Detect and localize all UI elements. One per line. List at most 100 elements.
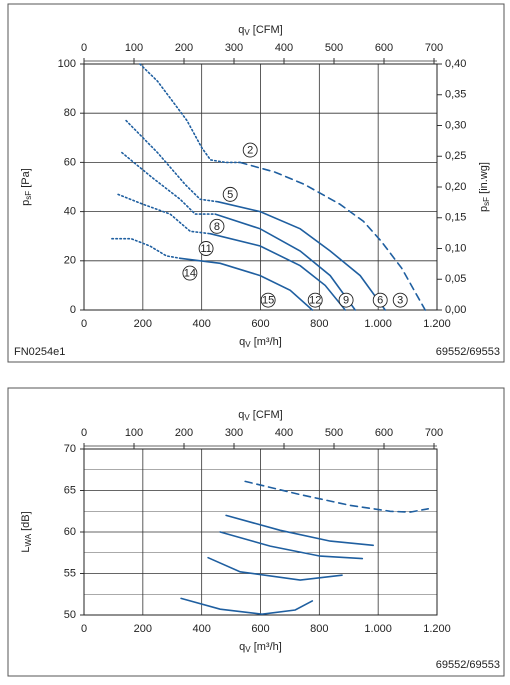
x2-tick-label: 500: [325, 42, 343, 54]
x2-tick-label: 600: [375, 427, 393, 439]
x2-tick-label: 400: [275, 427, 293, 439]
y-tick-label: 60: [64, 526, 76, 538]
x2-tick-label: 100: [125, 427, 143, 439]
y-tick-label: 100: [58, 58, 76, 70]
footer-code: 69552/69553: [436, 346, 500, 358]
annotation: 9: [343, 295, 349, 307]
footer-code: FN0254e1: [14, 346, 65, 358]
label-sub: V: [244, 413, 250, 422]
x-tick-label: 400: [192, 318, 210, 330]
x-tick-label: 1.000: [364, 318, 392, 330]
x2-tick-label: 300: [225, 42, 243, 54]
x-tick-label: 600: [251, 318, 269, 330]
label-sub: V: [245, 645, 251, 654]
y-tick-label: 40: [64, 206, 76, 218]
label-unit: [CFM]: [250, 409, 283, 421]
x-tick-label: 0: [81, 318, 87, 330]
x2-tick-label: 600: [375, 42, 393, 54]
y-tick-label: 70: [64, 443, 76, 455]
curve: [121, 151, 216, 215]
label-unit: [dB]: [20, 511, 32, 534]
curve: [209, 232, 346, 311]
y2-axis-label: psF [in.wg]: [478, 162, 491, 212]
x2-tick-label: 200: [175, 42, 193, 54]
curve: [217, 201, 386, 311]
plot-frame: [83, 448, 438, 616]
annotation: 8: [214, 221, 220, 233]
x-tick-label: 400: [192, 623, 210, 635]
label-main: p: [20, 200, 32, 206]
label-unit: [m³/h]: [251, 336, 282, 348]
panel-frame: [7, 387, 505, 677]
plot-frame: [83, 63, 438, 311]
annotation: 3: [397, 295, 403, 307]
label-sub: sF: [482, 197, 491, 206]
curve: [214, 213, 356, 311]
annotation-circle: [182, 265, 198, 281]
label-main: L: [20, 547, 32, 553]
y-axis-label: LWA [dB]: [20, 511, 33, 552]
curve: [244, 480, 429, 513]
label-sub: V: [244, 28, 250, 37]
curve: [125, 119, 219, 203]
x2-tick-label: 500: [325, 427, 343, 439]
y2-tick-label: 0,20: [445, 181, 466, 193]
label-sub: WA: [24, 533, 33, 546]
label-main: q: [238, 409, 244, 421]
label-unit: [m³/h]: [251, 641, 282, 653]
label-main: p: [478, 206, 490, 212]
annotation-circle: [260, 292, 276, 308]
annotation-circle: [209, 218, 225, 234]
annotation: 2: [247, 145, 253, 157]
label-main: q: [238, 24, 244, 36]
x-tick-label: 1.200: [423, 318, 451, 330]
annotation-circle: [242, 142, 258, 158]
y2-tick-label: 0,00: [445, 304, 466, 316]
label-unit: [CFM]: [250, 24, 283, 36]
panel-frame: [7, 3, 505, 363]
y2-tick-label: 0,25: [445, 150, 466, 162]
x2-axis-label: qV [CFM]: [238, 409, 282, 422]
curve: [219, 531, 364, 560]
annotation: 5: [227, 189, 233, 201]
curve: [239, 161, 426, 311]
y-tick-label: 55: [64, 567, 76, 579]
x-axis-label: qV [m³/h]: [239, 336, 282, 349]
y-tick-label: 80: [64, 107, 76, 119]
x-axis-label: qV [m³/h]: [239, 641, 282, 654]
x-tick-label: 200: [134, 318, 152, 330]
x-tick-label: 1.000: [364, 623, 392, 635]
annotation-circle: [372, 292, 388, 308]
y2-tick-label: 0,15: [445, 212, 466, 224]
x2-tick-label: 0: [81, 42, 87, 54]
x-tick-label: 800: [310, 318, 328, 330]
annotation-circle: [307, 292, 323, 308]
x2-tick-label: 300: [225, 427, 243, 439]
y-tick-label: 50: [64, 609, 76, 621]
label-sub: V: [245, 340, 251, 349]
x2-tick-label: 100: [125, 42, 143, 54]
annotation-circle: [338, 292, 354, 308]
label-sub: sF: [24, 191, 33, 200]
x2-tick-label: 700: [425, 42, 443, 54]
x-tick-label: 200: [134, 623, 152, 635]
x-tick-label: 600: [251, 623, 269, 635]
y2-tick-label: 0,05: [445, 273, 466, 285]
y-tick-label: 20: [64, 255, 76, 267]
x2-axis-label: qV [CFM]: [238, 24, 282, 37]
x-tick-label: 0: [81, 623, 87, 635]
annotation-circle: [198, 241, 214, 256]
label-main: q: [239, 641, 245, 653]
curve: [180, 597, 314, 616]
y2-tick-label: 0,35: [445, 89, 466, 101]
label-main: q: [239, 336, 245, 348]
y2-tick-label: 0,30: [445, 119, 466, 131]
annotation: 11: [200, 243, 211, 255]
curve: [225, 514, 374, 547]
y-tick-label: 0: [70, 304, 76, 316]
annotation: 12: [309, 295, 321, 307]
x-tick-label: 1.200: [423, 623, 451, 635]
y-tick-label: 60: [64, 156, 76, 168]
x2-tick-label: 700: [425, 427, 443, 439]
